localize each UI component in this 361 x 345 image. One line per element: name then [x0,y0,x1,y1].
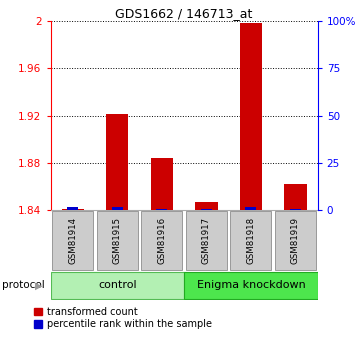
Bar [184,272,318,299]
Bar [106,115,129,210]
Text: control: control [98,280,136,290]
Title: GDS1662 / 146713_at: GDS1662 / 146713_at [116,7,253,20]
Bar [51,272,184,299]
Text: GSM81917: GSM81917 [202,217,211,264]
Text: ▶: ▶ [35,280,43,290]
Bar [290,208,301,210]
Bar [195,202,217,210]
Text: GSM81914: GSM81914 [68,217,77,264]
Bar [284,184,306,210]
Bar [142,211,182,270]
Legend: transformed count, percentile rank within the sample: transformed count, percentile rank withi… [30,303,216,333]
Text: GSM81916: GSM81916 [157,217,166,264]
Bar [62,209,84,210]
Bar [151,158,173,210]
Text: GSM81918: GSM81918 [247,217,255,264]
Bar [97,211,138,270]
Text: Enigma knockdown: Enigma knockdown [196,280,305,290]
Bar [52,211,93,270]
Bar [240,23,262,210]
Bar [112,207,123,210]
Text: protocol: protocol [2,280,44,290]
Text: GSM81915: GSM81915 [113,217,122,264]
Bar [275,211,316,270]
Bar [201,208,212,210]
Bar [186,211,227,270]
Text: GSM81919: GSM81919 [291,217,300,264]
Bar [245,207,256,210]
Bar [67,207,78,210]
Bar [230,211,271,270]
Bar [156,208,168,210]
